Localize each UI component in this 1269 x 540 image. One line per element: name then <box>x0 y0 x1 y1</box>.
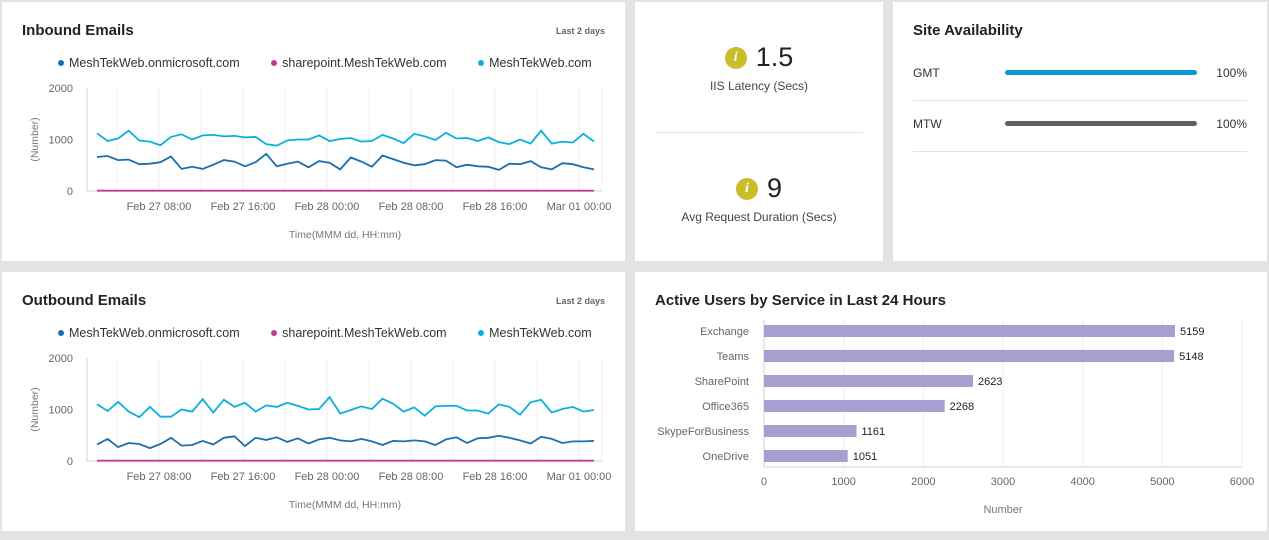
x-axis-label: Time(MMM dd, HH:mm) <box>289 229 401 241</box>
outbound-line-chart: 0 1000 2000 Feb 27 08:00 Feb 27 16:00 Feb 28 … <box>29 353 612 511</box>
legend-item[interactable]: MeshTekWeb.com <box>478 56 592 70</box>
category-label: OneDrive <box>703 451 749 463</box>
active-users-title: Active Users by Service in Last 24 Hours <box>655 292 946 309</box>
legend-item[interactable]: sharepoint.MeshTekWeb.com <box>271 326 447 340</box>
bar <box>764 400 945 412</box>
inbound-range-label: Last 2 days <box>555 26 605 36</box>
x-tick-label: Feb 28 00:00 <box>295 201 360 213</box>
outbound-range-label: Last 2 days <box>555 296 605 306</box>
legend-dot <box>271 329 278 336</box>
bar <box>764 325 1175 337</box>
y-tick-label: 2000 <box>49 353 73 365</box>
info-icon[interactable]: i <box>735 177 758 200</box>
kpi-value: 1.5 <box>755 42 794 72</box>
x-tick-label: Feb 27 16:00 <box>211 471 276 483</box>
y-tick-label: 0 <box>67 456 73 468</box>
series-line <box>96 395 595 419</box>
kpi-value: 9 <box>766 173 783 203</box>
series-line <box>96 129 595 147</box>
kpi-divider <box>655 132 863 133</box>
availability-percent: 100% <box>1216 66 1247 80</box>
inbound-legend: MeshTekWeb.onmicrosoft.com sharepoint.Me… <box>58 56 620 70</box>
series-line <box>96 152 595 171</box>
x-tick-label: Feb 27 08:00 <box>127 471 192 483</box>
inbound-emails-card: Inbound Emails Last 2 days MeshTekWeb.on… <box>2 2 625 261</box>
x-tick-label: 5000 <box>1150 476 1174 488</box>
category-label: SharePoint <box>695 376 749 388</box>
kpi-label: IIS Latency (Secs) <box>709 79 809 93</box>
bar-value-label: 1161 <box>861 426 885 438</box>
y-tick-label: 1000 <box>49 405 73 417</box>
site-availability-card: Site Availability GMT 100% MTW 100% <box>893 2 1267 261</box>
legend-item[interactable]: MeshTekWeb.com <box>478 326 592 340</box>
bar <box>764 350 1175 362</box>
y-axis-label: (Number) <box>29 387 41 431</box>
availability-bar <box>1005 121 1197 126</box>
active-users-bar-chart: 0 1000 2000 3000 4000 5000 6000 Number Exchange 5… <box>657 320 1254 516</box>
x-tick-label: 6000 <box>1230 476 1254 488</box>
x-tick-label: 2000 <box>911 476 935 488</box>
y-tick-label: 1000 <box>49 135 73 147</box>
x-tick-label: Feb 28 16:00 <box>463 201 528 213</box>
site-name: MTW <box>913 117 942 131</box>
outbound-emails-card: Outbound Emails Last 2 days MeshTekWeb.o… <box>2 272 625 531</box>
series-line <box>96 434 595 450</box>
bar-value-label: 1051 <box>853 451 877 463</box>
bar <box>764 450 848 462</box>
outbound-legend: MeshTekWeb.onmicrosoft.com sharepoint.Me… <box>58 326 620 340</box>
legend-item[interactable]: MeshTekWeb.onmicrosoft.com <box>58 56 240 70</box>
x-tick-label: 0 <box>761 476 767 488</box>
x-tick-label: Mar 01 00:00 <box>547 471 612 483</box>
x-tick-label: 1000 <box>831 476 855 488</box>
x-tick-label: Feb 28 08:00 <box>379 471 444 483</box>
y-tick-label: 2000 <box>49 83 73 95</box>
legend-item[interactable]: MeshTekWeb.onmicrosoft.com <box>58 326 240 340</box>
legend-dot <box>58 329 64 336</box>
availability-percent: 100% <box>1216 117 1247 131</box>
legend-dot <box>58 59 64 66</box>
legend-item[interactable]: sharepoint.MeshTekWeb.com <box>271 56 447 70</box>
x-tick-label: Feb 28 16:00 <box>463 471 528 483</box>
y-tick-label: 0 <box>67 186 73 198</box>
category-label: Teams <box>717 351 750 363</box>
kpi-label: Avg Request Duration (Secs) <box>681 210 837 224</box>
bar-value-label: 5159 <box>1180 326 1204 338</box>
legend-dot <box>478 59 485 66</box>
x-tick-label: 4000 <box>1070 476 1094 488</box>
x-tick-label: Mar 01 00:00 <box>547 201 612 213</box>
inbound-line-chart: 0 1000 2000 Feb 27 08:00 Feb 27 16:00 Feb 28 … <box>29 83 612 241</box>
inbound-emails-title: Inbound Emails <box>22 22 134 39</box>
x-tick-label: Feb 28 08:00 <box>379 201 444 213</box>
category-label: Exchange <box>700 326 749 338</box>
category-label: Office365 <box>702 401 749 413</box>
bar-value-label: 2623 <box>978 376 1002 388</box>
x-tick-label: 3000 <box>991 476 1015 488</box>
bar-value-label: 5148 <box>1179 351 1203 363</box>
x-tick-label: Feb 28 00:00 <box>295 471 360 483</box>
site-name: GMT <box>913 66 940 80</box>
y-axis-label: (Number) <box>29 117 41 161</box>
x-tick-label: Feb 27 08:00 <box>127 201 192 213</box>
outbound-emails-title: Outbound Emails <box>22 292 147 309</box>
x-axis-label: Number <box>983 504 1022 516</box>
active-users-card: Active Users by Service in Last 24 Hours… <box>635 272 1267 531</box>
legend-dot <box>478 329 485 336</box>
category-label: SkypeForBusiness <box>657 426 749 438</box>
iis-latency-kpi: i 1.5 IIS Latency (Secs) <box>635 42 883 93</box>
availability-bar <box>1005 70 1197 75</box>
x-tick-label: Feb 27 16:00 <box>211 201 276 213</box>
info-icon[interactable]: i <box>724 46 747 69</box>
bar-value-label: 2268 <box>950 401 974 413</box>
site-availability-title: Site Availability <box>913 22 1023 39</box>
bar <box>764 425 857 437</box>
site-row-mtw: MTW 100% <box>913 101 1247 152</box>
legend-dot <box>271 59 278 66</box>
x-axis-label: Time(MMM dd, HH:mm) <box>289 499 401 511</box>
site-row-gmt: GMT 100% <box>913 50 1247 101</box>
bar <box>764 375 973 387</box>
